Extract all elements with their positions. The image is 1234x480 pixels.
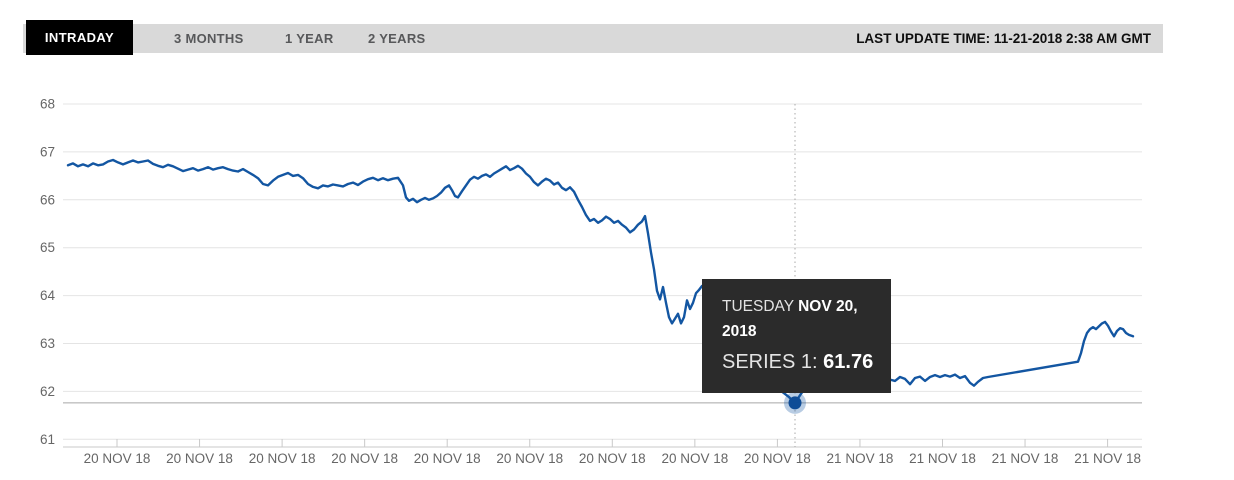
x-tick-label: 21 NOV 18 bbox=[909, 451, 976, 466]
tooltip-value: 61.76 bbox=[823, 351, 874, 373]
tooltip-series-line: SERIES 1: 61.76 bbox=[722, 347, 874, 377]
x-tick-label: 20 NOV 18 bbox=[661, 451, 728, 466]
x-tick-label: 20 NOV 18 bbox=[744, 451, 811, 466]
x-tick-label: 20 NOV 18 bbox=[414, 451, 481, 466]
last-update-time: LAST UPDATE TIME: 11-21-2018 2:38 AM GMT bbox=[856, 31, 1151, 46]
y-tick-label: 68 bbox=[40, 97, 55, 112]
x-tick-label: 20 NOV 18 bbox=[166, 451, 233, 466]
y-tick-label: 66 bbox=[40, 192, 55, 207]
tooltip-day: TUESDAY bbox=[722, 298, 799, 315]
y-tick-label: 61 bbox=[40, 432, 55, 447]
x-tick-label: 20 NOV 18 bbox=[579, 451, 646, 466]
x-tick-label: 20 NOV 18 bbox=[84, 451, 151, 466]
y-tick-label: 62 bbox=[40, 384, 55, 399]
x-tick-label: 20 NOV 18 bbox=[496, 451, 563, 466]
tooltip-series-label: SERIES 1: bbox=[722, 351, 824, 373]
y-tick-label: 64 bbox=[40, 288, 56, 303]
tab-3-months[interactable]: 3 MONTHS bbox=[174, 31, 244, 46]
y-tick-label: 65 bbox=[40, 240, 55, 255]
x-tick-label: 20 NOV 18 bbox=[331, 451, 398, 466]
x-tick-label: 21 NOV 18 bbox=[827, 451, 894, 466]
y-tick-label: 63 bbox=[40, 336, 55, 351]
tab-intraday[interactable]: INTRADAY bbox=[26, 20, 133, 55]
x-tick-label: 20 NOV 18 bbox=[249, 451, 316, 466]
period-tab-bar: INTRADAY 3 MONTHS 1 YEAR 2 YEARS LAST UP… bbox=[23, 20, 1163, 55]
chart-tooltip: TUESDAY NOV 20, 2018 SERIES 1: 61.76 bbox=[702, 279, 891, 393]
selected-point-dot[interactable] bbox=[788, 396, 802, 410]
tooltip-date-line: TUESDAY NOV 20, 2018 bbox=[722, 294, 874, 344]
tab-1-year[interactable]: 1 YEAR bbox=[285, 31, 334, 46]
y-tick-label: 67 bbox=[40, 144, 55, 159]
price-line[interactable] bbox=[66, 158, 1135, 405]
x-tick-label: 21 NOV 18 bbox=[992, 451, 1059, 466]
tooltip-date: NOV 20, 2018 bbox=[722, 298, 858, 340]
x-tick-label: 21 NOV 18 bbox=[1074, 451, 1141, 466]
tab-2-years[interactable]: 2 YEARS bbox=[368, 31, 426, 46]
